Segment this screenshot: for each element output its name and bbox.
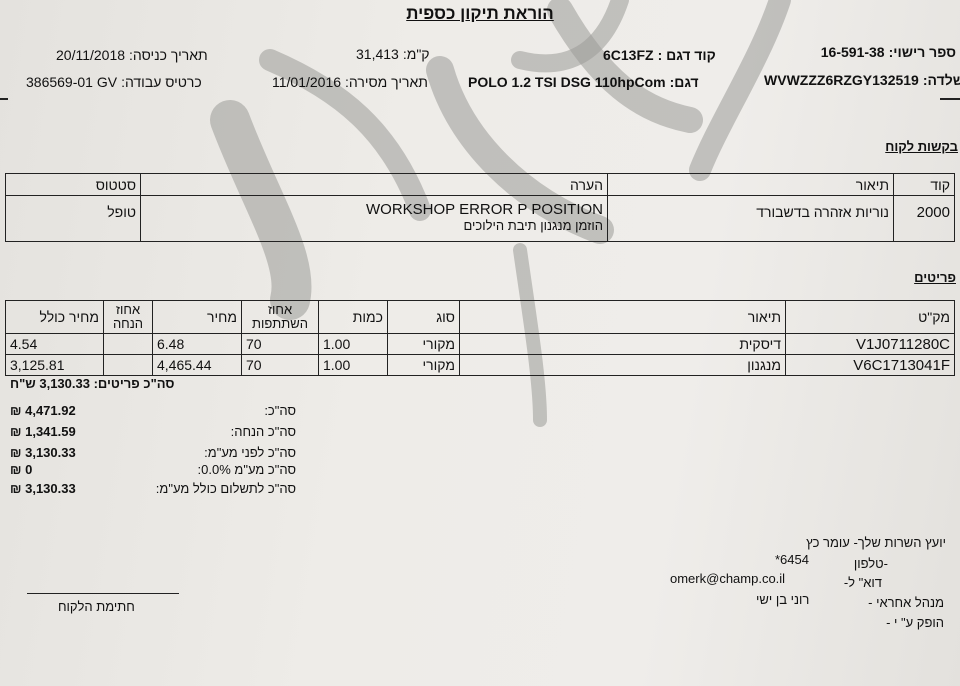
email-label: דוא" ל-: [843, 575, 882, 590]
issued-by-label: הופק ע" י -: [886, 615, 944, 630]
column-header: מק"ט: [785, 300, 955, 334]
job-card-label: כרטיס עבודה:: [121, 74, 202, 90]
part-total: 3,125.81: [5, 354, 104, 376]
document-title: הוראת תיקון כספית: [406, 4, 554, 23]
table-header-row: קוד תיאור הערה סטטוס: [5, 173, 955, 196]
km-value: 31,413: [356, 46, 399, 62]
manager-value: רוני בן ישי: [756, 592, 810, 607]
part-discount: [103, 333, 153, 355]
entry-date-label: תאריך כניסה:: [129, 47, 208, 63]
requests-table: קוד תיאור הערה סטטוס 2000 נוריות אזהרה ב…: [5, 173, 955, 242]
request-code: 2000: [893, 195, 955, 242]
part-qty: 1.00: [318, 333, 388, 355]
job-card-value: 386569-01 GV: [26, 74, 118, 90]
chassis-label: שלדה:: [922, 72, 960, 88]
part-discount: [103, 354, 153, 376]
parts-section-title: פריטים: [914, 270, 956, 285]
part-total: 4.54: [5, 333, 104, 355]
request-note: WORKSHOP ERROR P POSITION הוזמן מנגנון ת…: [140, 195, 608, 242]
column-header: קוד: [893, 173, 955, 196]
table-row: V1J0711280C דיסקית מקורי 1.00 70 6.48 4.54: [5, 333, 955, 355]
km: 31,413 ק"מ:: [356, 46, 430, 62]
license-number: 16-591-38 ספר רישוי:: [821, 44, 956, 60]
column-header: הערה: [140, 173, 608, 196]
total-label: סה"כ לתשלום כולל מע"מ:: [155, 481, 296, 496]
part-type: מקורי: [387, 354, 460, 376]
column-header: כמות: [318, 300, 388, 334]
chassis-number: WVWZZZ6RZGY132519 שלדה:: [764, 72, 960, 88]
signature-line: [27, 593, 179, 594]
note-line: הוזמן מנגנון תיבת הילוכים: [463, 218, 604, 233]
column-header: סוג: [387, 300, 460, 334]
part-description: מנגנון: [459, 354, 786, 376]
part-share: 70: [241, 354, 319, 376]
total-value: 1,341.59 ₪: [10, 424, 76, 439]
request-status: טופל: [5, 195, 141, 242]
part-type: מקורי: [387, 333, 460, 355]
model-label: דגם:: [669, 74, 699, 90]
chassis-value: WVWZZZ6RZGY132519: [764, 72, 919, 88]
model-code-label: קוד דגם :: [657, 47, 716, 63]
delivery-date-label: תאריך מסירה:: [345, 74, 428, 90]
part-qty: 1.00: [318, 354, 388, 376]
model-code-value: 6C13FZ: [603, 47, 654, 63]
manager-label: מנהל אחראי -: [868, 595, 944, 610]
part-share: 70: [241, 333, 319, 355]
model-code: 6C13FZ קוד דגם :: [603, 47, 716, 63]
total-label: סה"כ:: [264, 403, 296, 418]
phone-value: *6454: [775, 552, 809, 567]
total-value: 3,130.33 ₪: [10, 445, 76, 460]
license-value: 16-591-38: [820, 44, 885, 60]
entry-date-value: 20/11/2018: [56, 47, 126, 63]
part-sku: V6C1713041F: [785, 354, 955, 376]
part-description: דיסקית: [459, 333, 786, 355]
total-value: 4,471.92 ₪: [10, 403, 76, 418]
parts-table: מק"ט תיאור סוג כמות אחוז השתתפות מחיר אח…: [5, 300, 955, 376]
job-card: 386569-01 GV כרטיס עבודה:: [26, 74, 202, 90]
table-header-row: מק"ט תיאור סוג כמות אחוז השתתפות מחיר אח…: [5, 300, 955, 334]
entry-date: 20/11/2018 תאריך כניסה:: [56, 47, 208, 63]
requests-section-title: בקשות לקוח: [885, 139, 958, 154]
note-line: WORKSHOP ERROR P POSITION: [366, 201, 603, 218]
license-label: ספר רישוי:: [888, 44, 956, 60]
total-label: סה"כ מע"מ 0.0%:: [197, 462, 296, 477]
phone-label: טלפון-: [853, 556, 888, 571]
total-value: 3,130.33 ₪: [10, 481, 76, 496]
column-header: אחוז השתתפות: [241, 300, 319, 334]
total-label: סה"כ הנחה:: [230, 424, 296, 439]
model: POLO 1.2 TSI DSG 110hpCom דגם:: [468, 74, 699, 90]
divider: [0, 98, 8, 100]
table-row: 2000 נוריות אזהרה בדשבורד WORKSHOP ERROR…: [5, 195, 955, 242]
request-description: נוריות אזהרה בדשבורד: [607, 195, 894, 242]
table-row: V6C1713041F מנגנון מקורי 1.00 70 4,465.44 3,12…: [5, 354, 955, 376]
divider: [940, 98, 960, 100]
email-value: omerk@champ.co.il: [670, 571, 786, 586]
column-header: אחוז הנחה: [103, 300, 153, 334]
part-sku: V1J0711280C: [785, 333, 955, 355]
column-header: סטטוס: [5, 173, 141, 196]
delivery-date-value: 11/01/2016: [272, 74, 342, 90]
signature-label: חתימת הלקוח: [58, 599, 135, 614]
service-advisor: יועץ השרות שלך- עומר כץ: [806, 535, 946, 550]
model-value: POLO 1.2 TSI DSG 110hpCom: [468, 74, 666, 90]
delivery-date: 11/01/2016 תאריך מסירה:: [272, 74, 428, 90]
column-header: תיאור: [459, 300, 786, 334]
total-value: 0 ₪: [10, 462, 33, 477]
parts-total: סה"כ פריטים: 3,130.33 ש"ח: [10, 376, 175, 391]
part-price: 6.48: [152, 333, 242, 355]
column-header: מחיר: [152, 300, 242, 334]
km-label: ק"מ:: [402, 46, 430, 62]
column-header: מחיר כולל: [5, 300, 104, 334]
part-price: 4,465.44: [152, 354, 242, 376]
column-header: תיאור: [607, 173, 894, 196]
total-label: סה"כ לפני מע"מ:: [204, 445, 296, 460]
